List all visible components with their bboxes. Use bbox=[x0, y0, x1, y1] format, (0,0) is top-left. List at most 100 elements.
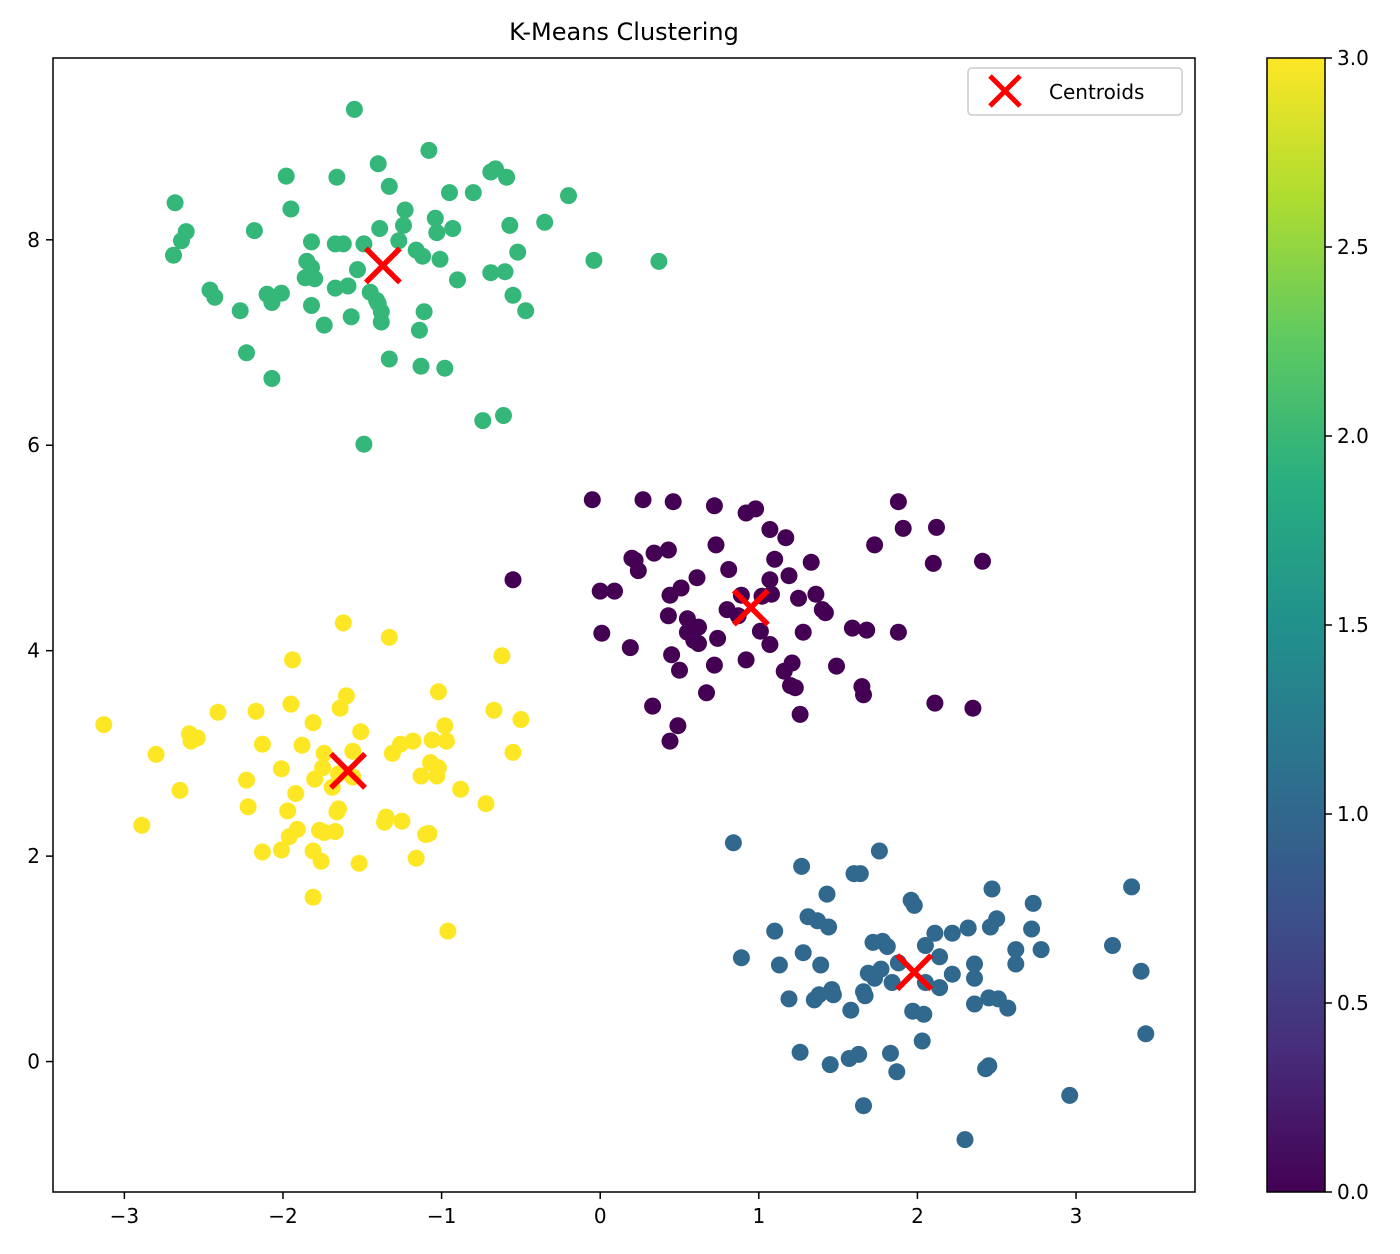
point-cluster-0 bbox=[894, 519, 912, 537]
point-cluster-0 bbox=[780, 567, 798, 585]
point-cluster-0 bbox=[705, 656, 723, 674]
point-cluster-3 bbox=[287, 785, 305, 802]
point-cluster-2 bbox=[650, 252, 668, 270]
point-cluster-3 bbox=[485, 701, 503, 719]
point-cluster-1 bbox=[850, 1045, 868, 1063]
point-cluster-1 bbox=[780, 990, 798, 1008]
point-cluster-3 bbox=[334, 614, 352, 632]
point-cluster-3 bbox=[420, 825, 438, 842]
y-tick-label: 4 bbox=[27, 639, 40, 663]
point-cluster-0 bbox=[751, 622, 769, 640]
colorbar-tick-label: 0.0 bbox=[1337, 1180, 1369, 1204]
point-cluster-3 bbox=[280, 828, 298, 846]
point-cluster-2 bbox=[339, 277, 357, 295]
point-cluster-1 bbox=[1132, 962, 1150, 980]
point-cluster-0 bbox=[644, 697, 662, 715]
x-tick-label: 0 bbox=[594, 1204, 607, 1228]
point-cluster-3 bbox=[328, 803, 346, 821]
point-cluster-3 bbox=[439, 922, 457, 940]
point-cluster-3 bbox=[312, 852, 330, 870]
centroid-marker-cluster-0 bbox=[731, 588, 770, 627]
point-cluster-3 bbox=[423, 731, 441, 749]
point-cluster-0 bbox=[707, 536, 725, 554]
point-cluster-1 bbox=[966, 969, 983, 987]
point-cluster-0 bbox=[659, 607, 677, 625]
point-cluster-0 bbox=[671, 661, 688, 679]
point-cluster-2 bbox=[277, 167, 295, 185]
point-cluster-3 bbox=[293, 736, 311, 754]
point-cluster-1 bbox=[818, 885, 836, 903]
point-cluster-1 bbox=[791, 1043, 809, 1061]
point-cluster-0 bbox=[761, 636, 779, 653]
point-cluster-2 bbox=[501, 216, 519, 234]
x-tick-label: −1 bbox=[427, 1204, 456, 1228]
point-cluster-2 bbox=[349, 261, 366, 279]
point-cluster-1 bbox=[855, 983, 872, 1001]
point-cluster-1 bbox=[926, 924, 944, 942]
point-cluster-3 bbox=[504, 743, 522, 761]
point-cluster-2 bbox=[496, 263, 514, 281]
colorbar-tick-label: 2.5 bbox=[1337, 235, 1369, 259]
point-cluster-1 bbox=[810, 986, 828, 1004]
point-cluster-1 bbox=[966, 955, 983, 973]
centroid-marker-cluster-1 bbox=[895, 953, 934, 992]
point-cluster-2 bbox=[303, 297, 320, 314]
point-cluster-1 bbox=[1024, 894, 1042, 912]
point-cluster-2 bbox=[165, 246, 182, 264]
point-cluster-0 bbox=[709, 629, 727, 647]
point-cluster-2 bbox=[482, 264, 500, 282]
point-cluster-3 bbox=[279, 802, 297, 820]
point-cluster-0 bbox=[926, 694, 944, 712]
point-cluster-0 bbox=[843, 619, 861, 637]
point-cluster-0 bbox=[698, 684, 715, 702]
point-cluster-0 bbox=[928, 518, 945, 536]
point-cluster-0 bbox=[606, 582, 623, 600]
point-cluster-3 bbox=[304, 888, 322, 906]
point-cluster-2 bbox=[342, 308, 360, 326]
point-cluster-3 bbox=[477, 795, 495, 813]
point-cluster-2 bbox=[238, 344, 255, 362]
point-cluster-3 bbox=[412, 767, 430, 785]
point-cluster-2 bbox=[509, 243, 527, 261]
point-cluster-1 bbox=[983, 880, 1001, 898]
point-cluster-3 bbox=[311, 821, 328, 839]
point-cluster-1 bbox=[966, 995, 983, 1013]
point-cluster-1 bbox=[812, 956, 830, 974]
point-cluster-2 bbox=[464, 184, 482, 202]
point-cluster-2 bbox=[326, 279, 344, 297]
point-cluster-1 bbox=[878, 938, 896, 955]
point-cluster-2 bbox=[495, 407, 512, 424]
point-cluster-1 bbox=[855, 1097, 872, 1115]
point-cluster-2 bbox=[396, 201, 414, 219]
point-cluster-2 bbox=[173, 232, 190, 250]
point-cluster-1 bbox=[981, 918, 999, 936]
point-cluster-3 bbox=[404, 732, 422, 750]
point-cluster-3 bbox=[282, 695, 300, 713]
colorbar-gradient bbox=[1266, 57, 1326, 1193]
point-cluster-1 bbox=[931, 979, 949, 997]
centroid-x-stroke bbox=[329, 751, 367, 790]
point-cluster-3 bbox=[147, 745, 165, 763]
point-cluster-1 bbox=[793, 857, 811, 875]
point-cluster-2 bbox=[412, 357, 430, 375]
point-cluster-1 bbox=[943, 924, 961, 942]
point-cluster-3 bbox=[331, 699, 349, 717]
point-cluster-2 bbox=[410, 321, 428, 339]
point-cluster-3 bbox=[272, 841, 290, 859]
point-cluster-2 bbox=[420, 141, 438, 159]
point-cluster-2 bbox=[263, 370, 281, 387]
scatter-points bbox=[95, 100, 1155, 1149]
point-cluster-0 bbox=[688, 569, 706, 587]
y-tick-label: 0 bbox=[27, 1050, 40, 1074]
y-tick-label: 6 bbox=[27, 433, 40, 457]
point-cluster-1 bbox=[959, 919, 977, 937]
colorbar-tick-label: 1.0 bbox=[1337, 802, 1369, 826]
point-cluster-0 bbox=[791, 705, 809, 723]
point-cluster-0 bbox=[766, 550, 784, 568]
point-cluster-3 bbox=[238, 771, 255, 789]
point-cluster-2 bbox=[449, 271, 466, 289]
point-cluster-0 bbox=[626, 551, 644, 569]
point-cluster-1 bbox=[872, 960, 890, 978]
point-cluster-2 bbox=[441, 184, 458, 202]
colorbar: 0.0 0.5 1.0 1.5 2.0 2.5 3.0 bbox=[1266, 46, 1369, 1204]
